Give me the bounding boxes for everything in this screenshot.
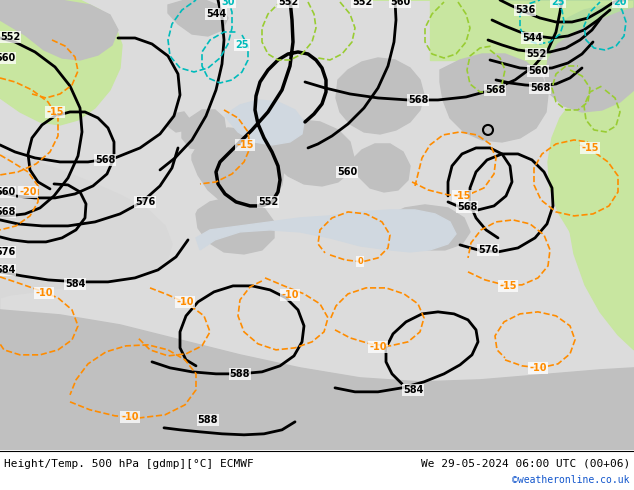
Text: -10: -10 [369, 342, 387, 352]
Text: 560: 560 [0, 187, 15, 197]
Text: -15: -15 [453, 191, 471, 201]
Polygon shape [430, 0, 634, 60]
Polygon shape [0, 450, 634, 490]
Polygon shape [440, 0, 634, 320]
Polygon shape [182, 110, 226, 150]
Text: 552: 552 [258, 197, 278, 207]
Polygon shape [196, 210, 456, 252]
Text: 552: 552 [526, 49, 546, 59]
Polygon shape [390, 205, 470, 250]
Text: 552: 552 [352, 0, 372, 7]
Polygon shape [545, 8, 634, 112]
Polygon shape [490, 0, 634, 70]
Text: 568: 568 [457, 202, 477, 212]
Text: 560: 560 [0, 53, 15, 63]
Text: 576: 576 [478, 245, 498, 255]
Text: -10: -10 [281, 290, 299, 300]
Polygon shape [168, 0, 228, 36]
Polygon shape [500, 0, 634, 98]
Text: -15: -15 [236, 140, 254, 150]
Text: 20: 20 [613, 0, 627, 7]
Polygon shape [196, 198, 274, 254]
Text: 0: 0 [357, 257, 363, 267]
Text: -10: -10 [36, 288, 53, 298]
Text: 536: 536 [515, 5, 535, 15]
Text: 584: 584 [0, 265, 15, 275]
Polygon shape [0, 0, 122, 125]
Text: -10: -10 [121, 412, 139, 422]
Text: 25: 25 [235, 40, 249, 50]
Text: -15: -15 [46, 107, 64, 117]
Polygon shape [336, 58, 424, 134]
Polygon shape [268, 120, 354, 186]
Text: 552: 552 [0, 32, 20, 42]
Text: 576: 576 [0, 247, 15, 257]
Text: 560: 560 [337, 167, 357, 177]
Text: 588: 588 [198, 415, 218, 425]
Text: 568: 568 [485, 85, 505, 95]
Text: 568: 568 [408, 95, 428, 105]
Text: 584: 584 [403, 385, 423, 395]
Polygon shape [380, 0, 634, 275]
Text: ©weatheronline.co.uk: ©weatheronline.co.uk [512, 475, 630, 485]
Text: 560: 560 [390, 0, 410, 7]
Polygon shape [352, 144, 410, 192]
Text: 544: 544 [522, 33, 542, 43]
Text: 568: 568 [0, 207, 15, 217]
Text: 544: 544 [206, 9, 226, 19]
Text: -15: -15 [581, 143, 598, 153]
Text: Height/Temp. 500 hPa [gdmp][°C] ECMWF: Height/Temp. 500 hPa [gdmp][°C] ECMWF [4, 459, 254, 469]
Text: 25: 25 [551, 0, 565, 7]
Text: 568: 568 [530, 83, 550, 93]
Text: 588: 588 [230, 369, 250, 379]
Text: -10: -10 [176, 297, 194, 307]
Text: -20: -20 [19, 187, 37, 197]
Text: 568: 568 [95, 155, 115, 165]
Text: 576: 576 [135, 197, 155, 207]
Text: 584: 584 [65, 279, 85, 289]
Text: -10: -10 [529, 363, 547, 373]
Text: We 29-05-2024 06:00 UTC (00+06): We 29-05-2024 06:00 UTC (00+06) [421, 459, 630, 469]
Polygon shape [225, 100, 304, 145]
Text: 552: 552 [278, 0, 298, 7]
Polygon shape [440, 54, 548, 142]
Polygon shape [0, 155, 172, 310]
Polygon shape [0, 310, 634, 450]
Text: -15: -15 [499, 281, 517, 291]
Polygon shape [168, 112, 190, 132]
Text: 560: 560 [528, 66, 548, 76]
Polygon shape [0, 0, 634, 450]
Polygon shape [358, 0, 634, 350]
Polygon shape [310, 146, 350, 180]
Text: 30: 30 [221, 0, 235, 7]
Polygon shape [0, 0, 118, 60]
Polygon shape [192, 128, 284, 208]
